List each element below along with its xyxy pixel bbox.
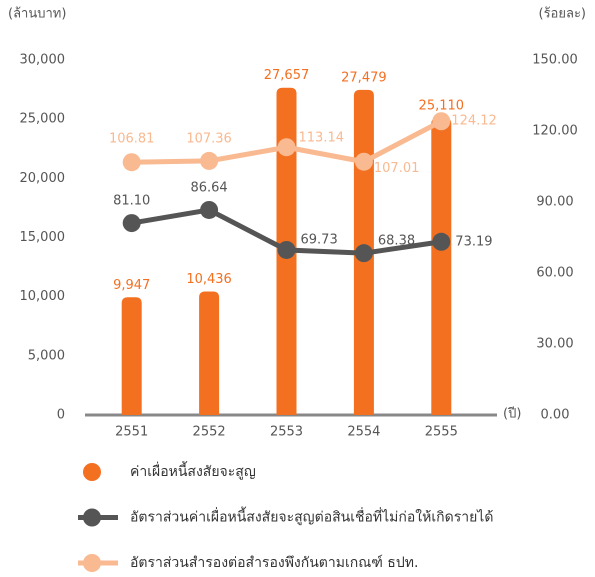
point [200,151,219,170]
legend-marker [83,463,101,481]
y-tick-label: 20,000 [20,171,66,186]
y-tick-label: 25,000 [20,112,66,127]
data-label: 27,479 [341,70,387,85]
y-tick-label: 10,000 [20,289,66,304]
x-tick-label: 2552 [193,425,226,440]
data-label: 106.81 [109,132,155,147]
y-axis-label: (ล้านบาท) [8,7,66,22]
x-tick-label: 2555 [425,425,458,440]
x-tick-label: 2553 [270,425,303,440]
point [432,112,451,131]
point [122,153,141,172]
y2-tick-label: 60.00 [536,266,573,281]
y2-tick-label: 90.00 [536,195,573,210]
data-label: 69.73 [301,232,338,247]
data-label: 73.19 [455,234,492,249]
point [200,200,219,219]
data-label: 10,436 [186,272,232,287]
data-label: 107.36 [186,131,232,146]
y-tick-label: 15,000 [20,230,66,245]
y2-axis-label: (ร้อยละ) [539,7,587,22]
bar [121,297,142,415]
data-label: 113.14 [299,131,345,146]
y2-tick-label: 30.00 [536,337,573,352]
x-tick-label: 2554 [347,425,380,440]
y2-tick-label: 150.00 [532,53,578,68]
y-tick-label: 0 [57,408,65,423]
point [277,138,296,157]
point [354,152,373,171]
point [354,244,373,263]
point [432,232,451,251]
data-label: 107.01 [374,161,420,176]
bar [199,291,220,415]
x-tick-label: 2551 [115,425,148,440]
data-label: 27,657 [264,68,310,83]
data-label: 68.38 [378,234,415,249]
y2-tick-label: 0.00 [541,408,570,423]
legend-marker [83,554,101,572]
y-tick-label: 5,000 [28,348,65,363]
data-label: 9,947 [113,278,150,293]
data-label: 86.64 [190,180,227,195]
x-axis-label: (ปี) [503,406,521,422]
bar [431,117,452,416]
data-label: 124.12 [451,114,497,129]
point [277,240,296,259]
legend-label: อัตราส่วนสำรองต่อสำรองพึงกันตามเกณฑ์ ธปท… [130,554,418,571]
data-label: 25,110 [419,98,465,113]
legend-label: อัตราส่วนค่าเผื่อหนี้สงสัยจะสูญต่อสินเชื… [130,507,493,526]
legend-marker [83,508,101,527]
point [122,214,141,233]
y-tick-label: 30,000 [20,53,66,68]
data-label: 81.10 [113,194,150,209]
legend-label: ค่าเผื่อหนี้สงสัยจะสูญ [130,461,256,480]
y2-tick-label: 120.00 [532,124,578,139]
